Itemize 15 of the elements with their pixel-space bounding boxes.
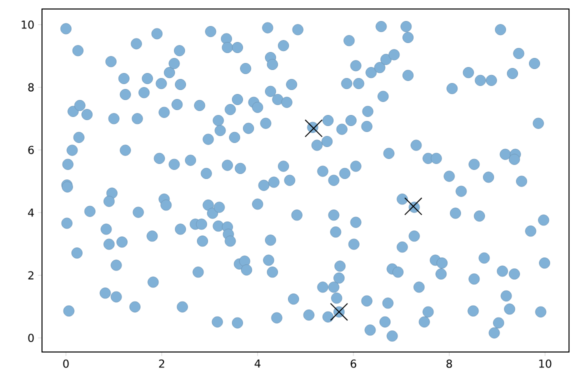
y-tick-label: 2 [28, 271, 34, 280]
x-tick-label: 8 [446, 360, 452, 368]
x-tick-label: 4 [254, 360, 260, 368]
y-tick-label: 8 [28, 83, 34, 92]
x-tick-label: 10 [539, 360, 552, 368]
point [330, 302, 348, 321]
y-tick-label: 0 [28, 334, 34, 342]
x-tick-label: 0 [63, 360, 69, 368]
y-tick-label: 4 [28, 208, 34, 217]
x-tick-label: 2 [159, 360, 164, 368]
x-tick-label: 6 [350, 360, 356, 368]
y-tick-label: 6 [28, 146, 34, 154]
point [404, 197, 422, 216]
y-tick-label: 10 [22, 20, 34, 29]
point [304, 119, 323, 138]
